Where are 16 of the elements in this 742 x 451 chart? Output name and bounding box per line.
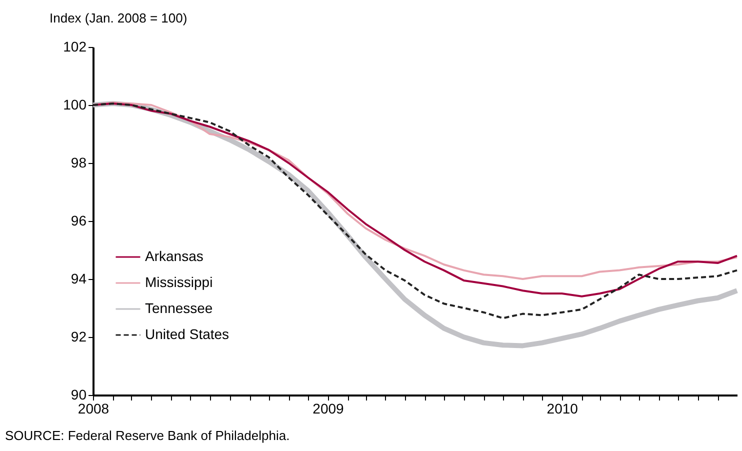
legend-label: Tennessee (145, 300, 213, 316)
y-tick-label: 100 (63, 96, 87, 112)
x-tick-label: 2010 (546, 400, 578, 416)
y-tick-label: 102 (63, 38, 87, 54)
y-tick-label: 94 (70, 270, 87, 286)
legend-label: Mississippi (145, 274, 213, 290)
legend-label: Arkansas (145, 248, 204, 264)
y-axis-title: Index (Jan. 2008 = 100) (50, 10, 188, 26)
source-note: SOURCE: Federal Reserve Bank of Philadelphia. (5, 428, 290, 443)
y-tick-label: 90 (70, 386, 87, 402)
y-tick-label: 96 (70, 212, 87, 228)
x-tick-label: 2009 (312, 400, 344, 416)
y-tick-label: 98 (70, 154, 87, 170)
legend-label: United States (145, 326, 230, 342)
y-tick-label: 92 (70, 328, 87, 344)
x-tick-label: 2008 (78, 400, 110, 416)
